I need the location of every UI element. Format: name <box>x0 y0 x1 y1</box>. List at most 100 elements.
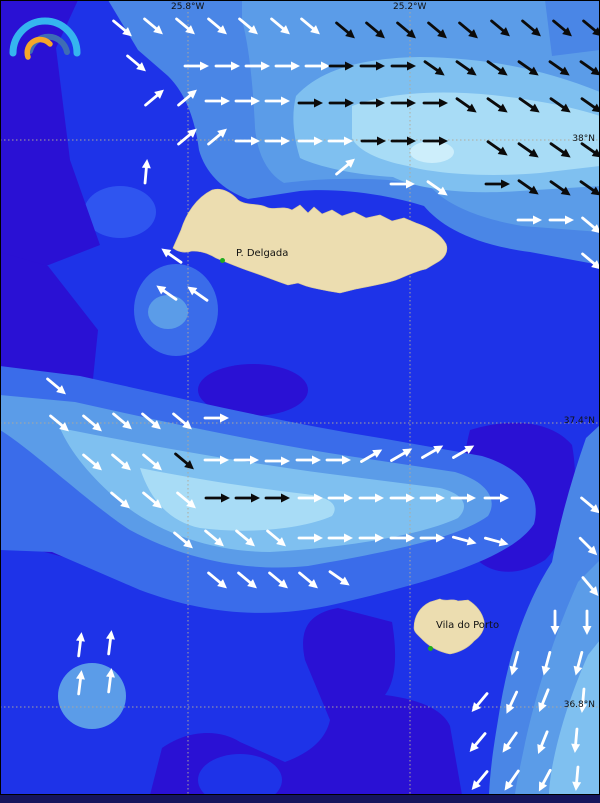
latitude-label-36-8n: 36.8°N <box>563 700 595 710</box>
wind-arrow-white <box>389 533 415 543</box>
wind-arrow-white <box>297 136 323 146</box>
wind-arrow-black <box>548 60 570 76</box>
wind-arrow-white <box>582 609 592 635</box>
wind-arrow-white <box>177 89 197 107</box>
ocean-region <box>545 0 600 56</box>
wind-arrow-white <box>581 216 600 234</box>
wind-arrow-white <box>233 455 259 465</box>
wind-arrow-black <box>328 61 354 71</box>
wind-arrow-white <box>175 17 195 35</box>
wind-arrow-white <box>76 670 85 696</box>
ocean-region <box>0 0 100 266</box>
wind-arrow-white <box>578 536 598 556</box>
wind-arrow-white <box>142 453 162 471</box>
wind-arrow-white <box>207 571 227 589</box>
wind-arrow-white <box>76 632 85 658</box>
wind-arrow-white <box>214 61 240 71</box>
wind-arrow-white <box>419 533 445 543</box>
wind-arrow-white <box>187 286 209 302</box>
wind-arrow-white <box>502 731 518 753</box>
wind-arrow-black <box>423 60 445 76</box>
wind-arrow-white <box>483 536 509 547</box>
wind-arrow-black <box>422 136 448 146</box>
wind-arrow-white <box>126 54 146 72</box>
ocean-region <box>410 141 454 163</box>
wind-arrow-white <box>270 17 290 35</box>
wind-arrow-white <box>504 769 520 791</box>
wind-arrow-white <box>548 215 574 225</box>
wind-arrow-white <box>111 453 131 471</box>
wind-arrow-black <box>521 19 541 37</box>
wind-arrow-black <box>234 493 260 503</box>
wind-arrow-white <box>426 180 448 196</box>
wind-arrow-white <box>571 727 581 753</box>
ocean-region <box>148 295 188 329</box>
wind-arrow-white <box>274 61 300 71</box>
ocean-region <box>198 364 308 416</box>
island <box>172 188 448 294</box>
wind-arrow-black <box>549 142 571 158</box>
ocean-region <box>84 186 156 238</box>
wind-arrow-white <box>235 529 255 547</box>
wind-arrow-white <box>327 533 353 543</box>
city-marker-p-delgada[interactable] <box>220 258 225 263</box>
wind-arrow-black <box>490 19 510 37</box>
wind-arrow-white <box>266 529 286 547</box>
wind-arrow-white <box>238 17 258 35</box>
wind-arrows-layer <box>46 17 600 792</box>
wind-arrow-white <box>451 535 477 546</box>
wind-arrow-white <box>469 732 487 752</box>
wind-arrow-black <box>579 180 600 196</box>
wind-arrow-white <box>541 650 552 676</box>
wind-arrow-black <box>455 97 477 113</box>
wind-arrow-white <box>141 412 161 430</box>
wind-arrow-white <box>177 128 197 146</box>
city-label-vila-do-porto: Vila do Porto <box>436 620 500 631</box>
wind-arrow-white <box>390 448 413 462</box>
wind-arrow-white <box>176 491 196 509</box>
wind-arrow-white <box>207 17 227 35</box>
wind-arrow-white <box>106 630 115 656</box>
wind-arrow-white <box>335 158 355 176</box>
wind-arrow-black <box>390 61 416 71</box>
wind-arrow-white <box>46 377 66 395</box>
ocean-region <box>58 663 126 729</box>
wind-arrow-black <box>552 19 572 37</box>
wind-arrow-white <box>204 96 230 106</box>
wind-arrow-white <box>204 529 224 547</box>
wind-arrow-white <box>537 730 549 755</box>
wind-arrow-white <box>237 571 257 589</box>
city-marker-vila-do-porto[interactable] <box>428 646 433 651</box>
wind-arrow-white <box>327 493 353 503</box>
wind-arrow-white <box>234 136 260 146</box>
wind-arrow-black <box>264 493 290 503</box>
wind-arrow-white <box>141 159 151 185</box>
longitude-label-25-8w: 25.8°W <box>171 2 205 12</box>
wind-arrow-black <box>518 97 540 113</box>
wind-arrow-white <box>358 493 384 503</box>
wind-arrow-white <box>172 412 192 430</box>
wind-arrow-white <box>298 571 318 589</box>
wind-arrow-white <box>268 571 288 589</box>
wind-arrow-white <box>156 285 178 301</box>
wind-arrow-black <box>486 97 508 113</box>
wind-arrow-white <box>82 414 102 432</box>
wind-arrow-white <box>300 17 320 35</box>
wind-arrow-black <box>517 179 539 195</box>
wind-arrow-white <box>264 96 290 106</box>
wind-arrow-black <box>549 97 571 113</box>
wind-arrow-black <box>359 61 385 71</box>
wind-arrow-black <box>174 452 194 470</box>
wind-arrow-white <box>264 456 290 466</box>
wind-arrow-white <box>144 89 164 107</box>
wind-arrow-black <box>486 140 508 156</box>
wind-arrow-black <box>427 21 447 39</box>
wind-arrow-black <box>297 98 323 108</box>
wind-arrow-white <box>421 445 444 459</box>
wind-arrow-white <box>450 493 476 503</box>
wind-arrow-white <box>483 493 509 503</box>
wind-arrow-white <box>203 413 229 423</box>
